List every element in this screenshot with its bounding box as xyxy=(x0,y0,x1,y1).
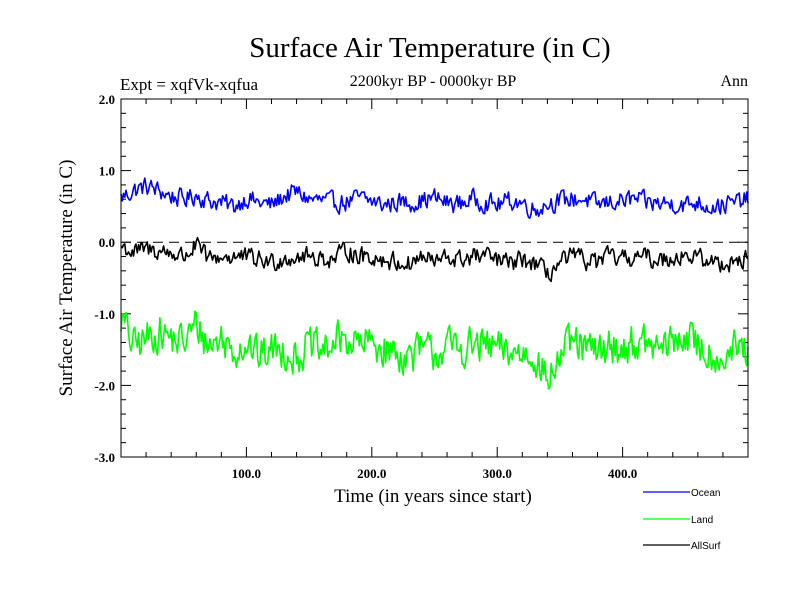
y-tick-label: -1.0 xyxy=(94,307,115,322)
x-tick-label: 400.0 xyxy=(608,466,637,481)
y-tick-label: -2.0 xyxy=(94,378,115,393)
legend: Ocean Land AllSurf xyxy=(643,488,721,552)
period-label: 2200kyr BP - 0000kyr BP xyxy=(350,73,517,90)
y-tick-label: 0.0 xyxy=(99,235,115,250)
experiment-label: Expt = xqfVk-xqfua xyxy=(120,75,258,94)
series-line-land xyxy=(120,310,749,390)
plot-area: 2.0 1.0 0.0 -1.0 -2.0 -3.0 100.0 200.0 300.0 400.… xyxy=(94,92,749,481)
x-axis-label: Time (in years since start) xyxy=(334,486,532,507)
series-line-ocean xyxy=(120,177,749,219)
season-label: Ann xyxy=(720,73,748,90)
chart-title: Surface Air Temperature (in C) xyxy=(249,32,610,64)
legend-label-land: Land xyxy=(691,515,713,526)
series-line-allsurf xyxy=(120,236,749,283)
y-tick-label: 1.0 xyxy=(99,164,115,179)
plot-frame xyxy=(120,98,749,458)
y-tick-label: 2.0 xyxy=(99,92,115,107)
legend-label-ocean: Ocean xyxy=(691,488,720,499)
x-tick-label: 200.0 xyxy=(357,466,386,481)
y-tick-label: -3.0 xyxy=(94,450,115,465)
legend-label-allsurf: AllSurf xyxy=(691,541,721,552)
x-tick-label: 100.0 xyxy=(232,466,261,481)
y-axis-label: Surface Air Temperature (in C) xyxy=(56,160,77,397)
x-tick-label: 300.0 xyxy=(483,466,512,481)
